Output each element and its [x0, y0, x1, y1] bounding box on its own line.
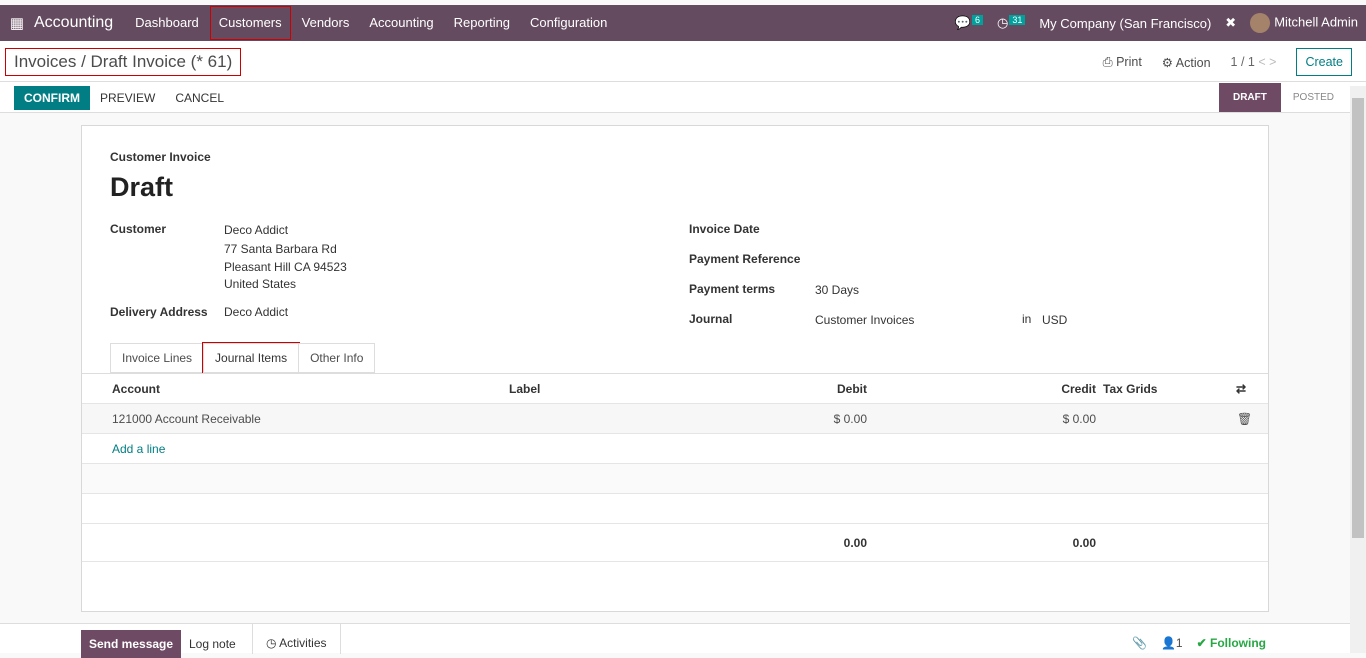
- total-credit: 0.00: [1072, 536, 1096, 550]
- top-navbar: ▦ Accounting Dashboard Customers Vendors…: [0, 5, 1366, 41]
- breadcrumb[interactable]: Invoices / Draft Invoice (* 61): [5, 48, 242, 76]
- user-name: Mitchell Admin: [1274, 14, 1358, 30]
- action-label: Action: [1175, 55, 1211, 70]
- menu-accounting[interactable]: Accounting: [369, 15, 434, 30]
- apps-menu-icon[interactable]: ▦: [9, 15, 25, 32]
- cancel-button[interactable]: CANCEL: [175, 91, 225, 105]
- control-panel: Invoices / Draft Invoice (* 61) ⎙ Print …: [0, 41, 1366, 113]
- prev-icon[interactable]: <: [1258, 55, 1266, 69]
- menu-configuration[interactable]: Configuration: [530, 15, 608, 30]
- chat-icon: 💬: [954, 15, 971, 30]
- optional-columns-icon[interactable]: ⇄: [1236, 382, 1247, 396]
- in-label: in: [1022, 312, 1032, 326]
- confirm-button[interactable]: CONFIRM: [14, 86, 90, 110]
- check-icon: ✔: [1196, 636, 1210, 650]
- header-credit[interactable]: Credit: [1061, 382, 1096, 396]
- debit-cell: $ 0.00: [833, 412, 867, 426]
- status-bar: DRAFT POSTED: [1218, 83, 1346, 112]
- menu-reporting[interactable]: Reporting: [453, 15, 511, 30]
- header-debit[interactable]: Debit: [837, 382, 867, 396]
- status-draft: DRAFT: [1218, 83, 1281, 112]
- action-button[interactable]: ⚙ Action: [1162, 55, 1211, 70]
- clock-icon: ◷: [266, 636, 280, 650]
- log-note-button[interactable]: Log note: [189, 637, 236, 651]
- following-button[interactable]: ✔ Following: [1197, 636, 1266, 650]
- address-line: Pleasant Hill CA 94523: [224, 260, 347, 274]
- table-row[interactable]: 121000 Account Receivable $ 0.00 $ 0.00 …: [82, 404, 1268, 434]
- app-name[interactable]: Accounting: [34, 14, 114, 31]
- currency-field[interactable]: USD: [1042, 313, 1068, 327]
- printer-icon: ⎙: [1102, 54, 1117, 69]
- menu-vendors[interactable]: Vendors: [301, 15, 350, 30]
- tab-other-info[interactable]: Other Info: [298, 343, 376, 373]
- delivery-address-field[interactable]: Deco Addict: [224, 305, 289, 319]
- add-line-link[interactable]: Add a line: [112, 442, 166, 456]
- next-icon[interactable]: >: [1269, 55, 1277, 69]
- totals-row: 0.00 0.00: [82, 524, 1268, 562]
- print-button[interactable]: ⎙ Print: [1103, 55, 1142, 70]
- credit-cell: $ 0.00: [1062, 412, 1096, 426]
- payment-terms-field[interactable]: 30 Days: [815, 283, 860, 297]
- delivery-address-label: Delivery Address: [110, 305, 208, 319]
- tab-journal-items[interactable]: Journal Items: [202, 342, 301, 374]
- gear-icon: ⚙: [1161, 55, 1176, 70]
- customer-field[interactable]: Deco Addict: [224, 223, 289, 237]
- journal-label: Journal: [689, 312, 733, 326]
- table-header: Account Label Debit Credit Tax Grids ⇄: [82, 374, 1268, 404]
- journal-field[interactable]: Customer Invoices: [815, 313, 915, 327]
- activities-badge: 31: [1009, 15, 1026, 25]
- tab-invoice-lines[interactable]: Invoice Lines: [110, 343, 205, 373]
- print-label: Print: [1116, 54, 1142, 69]
- total-debit: 0.00: [843, 536, 867, 550]
- invoice-type: Customer Invoice: [110, 150, 211, 164]
- payment-terms-label: Payment terms: [689, 282, 776, 296]
- header-tax-grids[interactable]: Tax Grids: [1103, 382, 1158, 396]
- page-title: Draft: [110, 172, 174, 202]
- debug-tools-icon[interactable]: ✖: [1225, 15, 1237, 30]
- company-switcher[interactable]: My Company (San Francisco): [1039, 15, 1212, 31]
- user-icon: 👤: [1160, 636, 1176, 650]
- journal-items-table: Account Label Debit Credit Tax Grids ⇄ 1…: [82, 373, 1268, 562]
- messages-button[interactable]: 💬 6: [955, 15, 983, 31]
- payment-reference-field[interactable]: [815, 252, 1115, 268]
- avatar: [1250, 13, 1271, 33]
- empty-row: [82, 494, 1268, 524]
- customer-label: Customer: [110, 222, 167, 236]
- pager: 1 / 1 < >: [1231, 55, 1277, 69]
- header-label[interactable]: Label: [509, 382, 541, 396]
- pager-value: 1 / 1: [1230, 55, 1255, 69]
- followers-button[interactable]: 👤1: [1161, 636, 1183, 650]
- account-cell: 121000 Account Receivable: [112, 412, 261, 426]
- clock-icon: ◷: [996, 15, 1009, 30]
- user-menu[interactable]: Mitchell Admin: [1250, 13, 1358, 33]
- empty-row: [82, 464, 1268, 494]
- payment-reference-label: Payment Reference: [689, 252, 801, 266]
- menu-dashboard[interactable]: Dashboard: [135, 15, 199, 30]
- activities-button[interactable]: ◷ Activities: [252, 624, 341, 654]
- following-label: Following: [1210, 636, 1266, 650]
- invoice-date-label: Invoice Date: [689, 222, 760, 236]
- scrollbar[interactable]: [1350, 86, 1366, 653]
- create-button[interactable]: Create: [1296, 48, 1352, 76]
- attachment-icon[interactable]: 📎: [1132, 636, 1147, 650]
- address-line: 77 Santa Barbara Rd: [224, 242, 337, 256]
- invoice-date-field[interactable]: [815, 222, 1115, 238]
- preview-button[interactable]: PREVIEW: [100, 91, 156, 105]
- menu-customers[interactable]: Customers: [209, 5, 292, 41]
- activities-label: Activities: [279, 636, 327, 650]
- activities-button[interactable]: ◷ 31: [996, 15, 1026, 31]
- trash-icon[interactable]: 🗑: [1237, 412, 1253, 426]
- header-account[interactable]: Account: [112, 382, 160, 396]
- add-line-row: Add a line: [82, 434, 1268, 464]
- messages-badge: 6: [971, 15, 983, 25]
- followers-count: 1: [1175, 636, 1183, 650]
- invoice-form: Customer Invoice Draft Customer Deco Add…: [81, 125, 1269, 612]
- send-message-button[interactable]: Send message: [81, 630, 182, 658]
- address-line: United States: [224, 277, 297, 291]
- status-posted[interactable]: POSTED: [1292, 92, 1334, 103]
- chatter: Send message Log note ◷ Activities 📎 👤1 …: [0, 623, 1350, 658]
